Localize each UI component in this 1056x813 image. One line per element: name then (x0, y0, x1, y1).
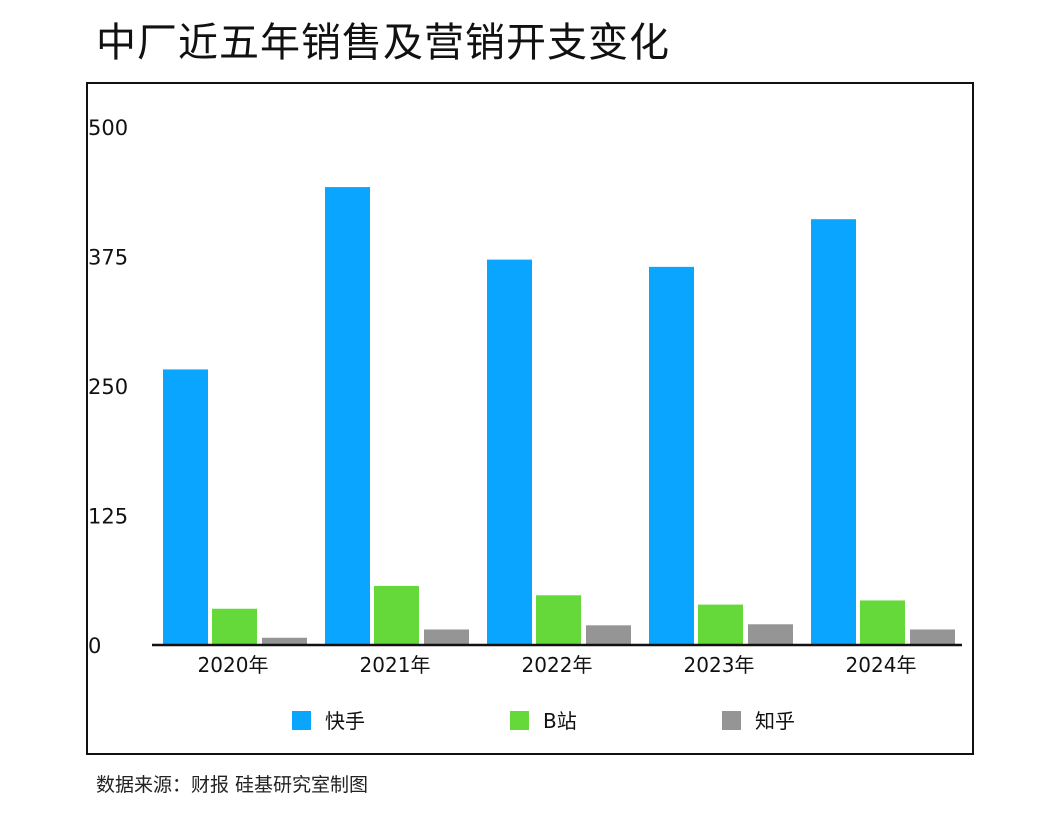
source-note: 数据来源：财报 硅基研究室制图 (96, 774, 369, 796)
bar-快手-2023年 (649, 266, 694, 645)
x-tick-label: 2021年 (360, 653, 431, 677)
chart-title: 中厂近五年销售及营销开支变化 (96, 20, 670, 66)
bar-知乎-2023年 (748, 624, 793, 645)
chart-frame (86, 82, 974, 755)
bar-B站-2024年 (860, 600, 905, 645)
x-tick-label: 2020年 (198, 653, 269, 677)
bar-知乎-2021年 (424, 629, 469, 645)
legend-label: 快手 (325, 709, 365, 733)
bar-知乎-2024年 (910, 629, 955, 645)
y-tick-label: 375 (88, 246, 128, 270)
y-tick-label: 500 (88, 116, 128, 140)
bar-知乎-2020年 (262, 637, 307, 645)
bar-快手-2021年 (325, 187, 370, 645)
y-tick-label: 0 (88, 634, 101, 658)
bar-快手-2024年 (811, 219, 856, 646)
bar-B站-2023年 (698, 604, 743, 645)
bar-B站-2022年 (536, 595, 581, 645)
legend-label: 知乎 (755, 709, 795, 733)
y-tick-label: 250 (88, 375, 128, 399)
legend-label: B站 (543, 709, 577, 733)
bar-快手-2022年 (487, 259, 532, 645)
legend-swatch-B站 (510, 711, 529, 730)
bar-知乎-2022年 (586, 625, 631, 645)
x-tick-label: 2023年 (684, 653, 755, 677)
x-tick-label: 2022年 (522, 653, 593, 677)
y-tick-label: 125 (88, 505, 128, 529)
bar-B站-2021年 (374, 585, 419, 645)
legend-swatch-知乎 (722, 711, 741, 730)
x-tick-label: 2024年 (846, 653, 917, 677)
legend-swatch-快手 (292, 711, 311, 730)
bar-B站-2020年 (212, 608, 257, 645)
bar-快手-2020年 (163, 369, 208, 645)
